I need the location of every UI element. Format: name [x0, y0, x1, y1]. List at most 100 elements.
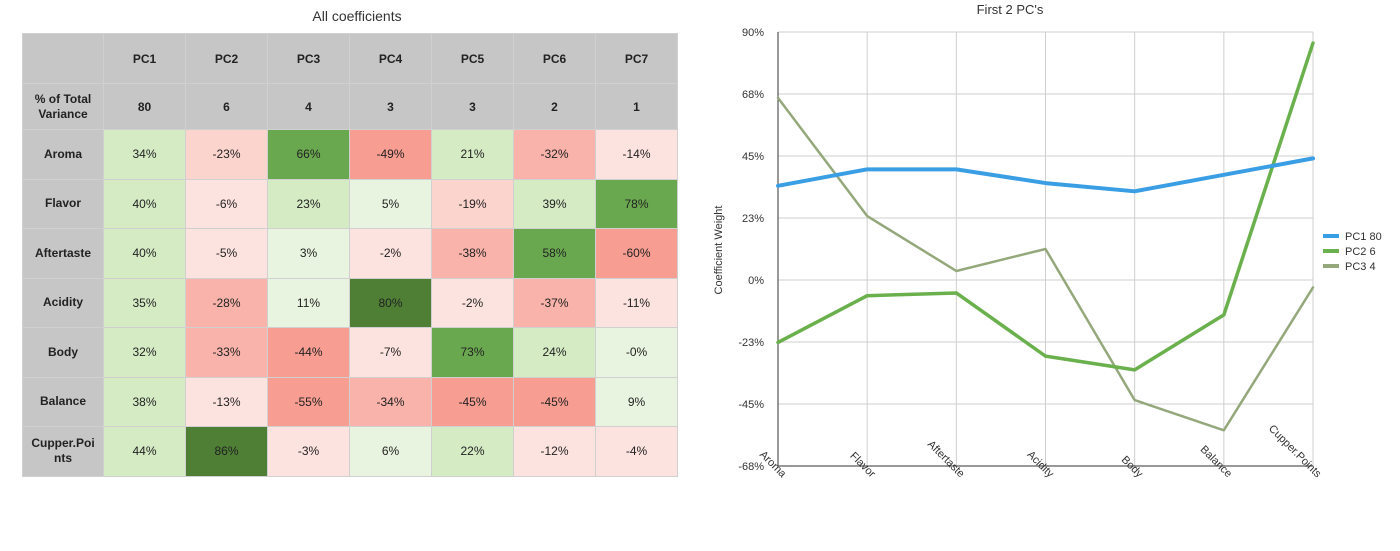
pc-header: PC5	[431, 33, 514, 84]
x-ticks: Aroma Flavor Aftertaste Acidity Body Balance C…	[757, 423, 1324, 481]
coefficient-cell: -7%	[349, 327, 432, 378]
coefficient-cell: -23%	[185, 129, 268, 180]
y-axis-label: Coefficient Weight	[713, 206, 725, 295]
table-row: Acidity 35% -28% 11% 80% -2% -37% -11%	[22, 277, 678, 328]
y-tick-label: 23%	[742, 213, 764, 225]
coefficient-cell: -33%	[185, 327, 268, 378]
coefficient-cell: -6%	[185, 178, 268, 229]
coefficient-cell: -3%	[267, 426, 350, 477]
coefficient-cell: -38%	[431, 228, 514, 279]
variance-value: 1	[595, 83, 678, 130]
coefficient-cell: -45%	[513, 376, 596, 427]
coefficient-cell: 23%	[267, 178, 350, 229]
series-line-pc2-6	[776, 41, 1315, 372]
table-row: Body 32% -33% -44% -7% 73% 24% -0%	[22, 327, 678, 378]
variance-value: 3	[431, 83, 514, 130]
coefficient-cell: 38%	[103, 376, 186, 427]
series-line-pc1-80	[776, 156, 1315, 194]
coefficient-cell: -28%	[185, 277, 268, 328]
row-label: Balance	[22, 376, 104, 427]
coefficient-cell: 78%	[595, 178, 678, 229]
coefficient-cell: -11%	[595, 277, 678, 328]
row-label: Body	[22, 327, 104, 378]
header-corner	[22, 33, 104, 84]
pc-header: PC6	[513, 33, 596, 84]
line-chart: First 2 PC's Coefficient Weight 90% 68% 45…	[713, 2, 1382, 481]
x-tick-label: Acidity	[1024, 449, 1056, 481]
legend-label: PC2 6	[1345, 246, 1376, 258]
variance-value: 3	[349, 83, 432, 130]
coefficient-cell: 58%	[513, 228, 596, 279]
grid	[777, 31, 1314, 467]
table-row: Cupper.Points 44% 86% -3% 6% 22% -12% -4%	[22, 426, 678, 477]
series-line-pc3-4	[776, 96, 1315, 432]
variance-value: 80	[103, 83, 186, 130]
coefficient-cell: 35%	[103, 277, 186, 328]
variance-value: 4	[267, 83, 350, 130]
coefficient-cell: 86%	[185, 426, 268, 477]
coefficient-cell: 40%	[103, 228, 186, 279]
y-tick-label: -68%	[738, 461, 764, 473]
coefficient-cell: 9%	[595, 376, 678, 427]
variance-value: 6	[185, 83, 268, 130]
coefficient-cell: 73%	[431, 327, 514, 378]
pc-header-row: PC1 PC2 PC3 PC4 PC5 PC6 PC7	[22, 33, 678, 84]
row-label: Aroma	[22, 129, 104, 180]
table-body: Aroma 34% -23% 66% -49% 21% -32% -14% Flavor 40% -…	[22, 129, 678, 477]
coefficient-cell: -45%	[431, 376, 514, 427]
coefficient-cell: -4%	[595, 426, 678, 477]
coefficient-cell: 34%	[103, 129, 186, 180]
table-title: All coefficients	[312, 8, 402, 24]
coefficient-cell: -32%	[513, 129, 596, 180]
coefficient-cell: 11%	[267, 277, 350, 328]
coefficient-cell: 44%	[103, 426, 186, 477]
table-row: Flavor 40% -6% 23% 5% -19% 39% 78%	[22, 178, 678, 229]
legend-label: PC3 4	[1345, 261, 1376, 273]
x-tick-label: Aftertaste	[925, 438, 967, 480]
coefficient-cell: 24%	[513, 327, 596, 378]
coefficient-cell: -60%	[595, 228, 678, 279]
pc-header: PC2	[185, 33, 268, 84]
y-tick-label: -45%	[738, 399, 764, 411]
y-tick-label: -23%	[738, 337, 764, 349]
y-tick-label: 68%	[742, 89, 764, 101]
coefficient-cell: 66%	[267, 129, 350, 180]
coefficient-cell: -0%	[595, 327, 678, 378]
coefficient-cell: -37%	[513, 277, 596, 328]
row-label: Acidity	[22, 277, 104, 328]
y-tick-label: 90%	[742, 27, 764, 39]
x-tick-label: Body	[1119, 454, 1146, 481]
coefficient-cell: -5%	[185, 228, 268, 279]
coefficients-table: PC1 PC2 PC3 PC4 PC5 PC6 PC7 % of Total V…	[22, 33, 678, 477]
coefficient-cell: 22%	[431, 426, 514, 477]
coefficient-cell: -14%	[595, 129, 678, 180]
legend: PC1 80 PC2 6 PC3 4	[1323, 231, 1382, 273]
x-tick-label: Cupper.Points	[1266, 423, 1324, 481]
coefficient-cell: -2%	[349, 228, 432, 279]
table-row: Balance 38% -13% -55% -34% -45% -45% 9%	[22, 376, 678, 427]
variance-row: % of Total Variance 80 6 4 3 3 2 1	[22, 83, 678, 130]
chart-title: First 2 PC's	[977, 2, 1044, 17]
pc-header: PC3	[267, 33, 350, 84]
coefficient-cell: 5%	[349, 178, 432, 229]
pc-header: PC4	[349, 33, 432, 84]
coefficient-cell: 80%	[349, 277, 432, 328]
coefficient-cell: 32%	[103, 327, 186, 378]
x-tick-label: Balance	[1198, 444, 1235, 481]
coefficient-cell: 39%	[513, 178, 596, 229]
coefficient-cell: 40%	[103, 178, 186, 229]
coefficient-cell: 21%	[431, 129, 514, 180]
coefficient-cell: 3%	[267, 228, 350, 279]
variance-value: 2	[513, 83, 596, 130]
table-row: Aftertaste 40% -5% 3% -2% -38% 58% -60%	[22, 228, 678, 279]
table-row: Aroma 34% -23% 66% -49% 21% -32% -14%	[22, 129, 678, 180]
row-label: Flavor	[22, 178, 104, 229]
coefficient-cell: -49%	[349, 129, 432, 180]
coefficient-cell: -2%	[431, 277, 514, 328]
row-label: Aftertaste	[22, 228, 104, 279]
y-tick-label: 0%	[748, 275, 764, 287]
pc-header: PC1	[103, 33, 186, 84]
coefficient-cell: -19%	[431, 178, 514, 229]
coefficient-cell: 6%	[349, 426, 432, 477]
variance-label: % of Total Variance	[22, 83, 104, 130]
